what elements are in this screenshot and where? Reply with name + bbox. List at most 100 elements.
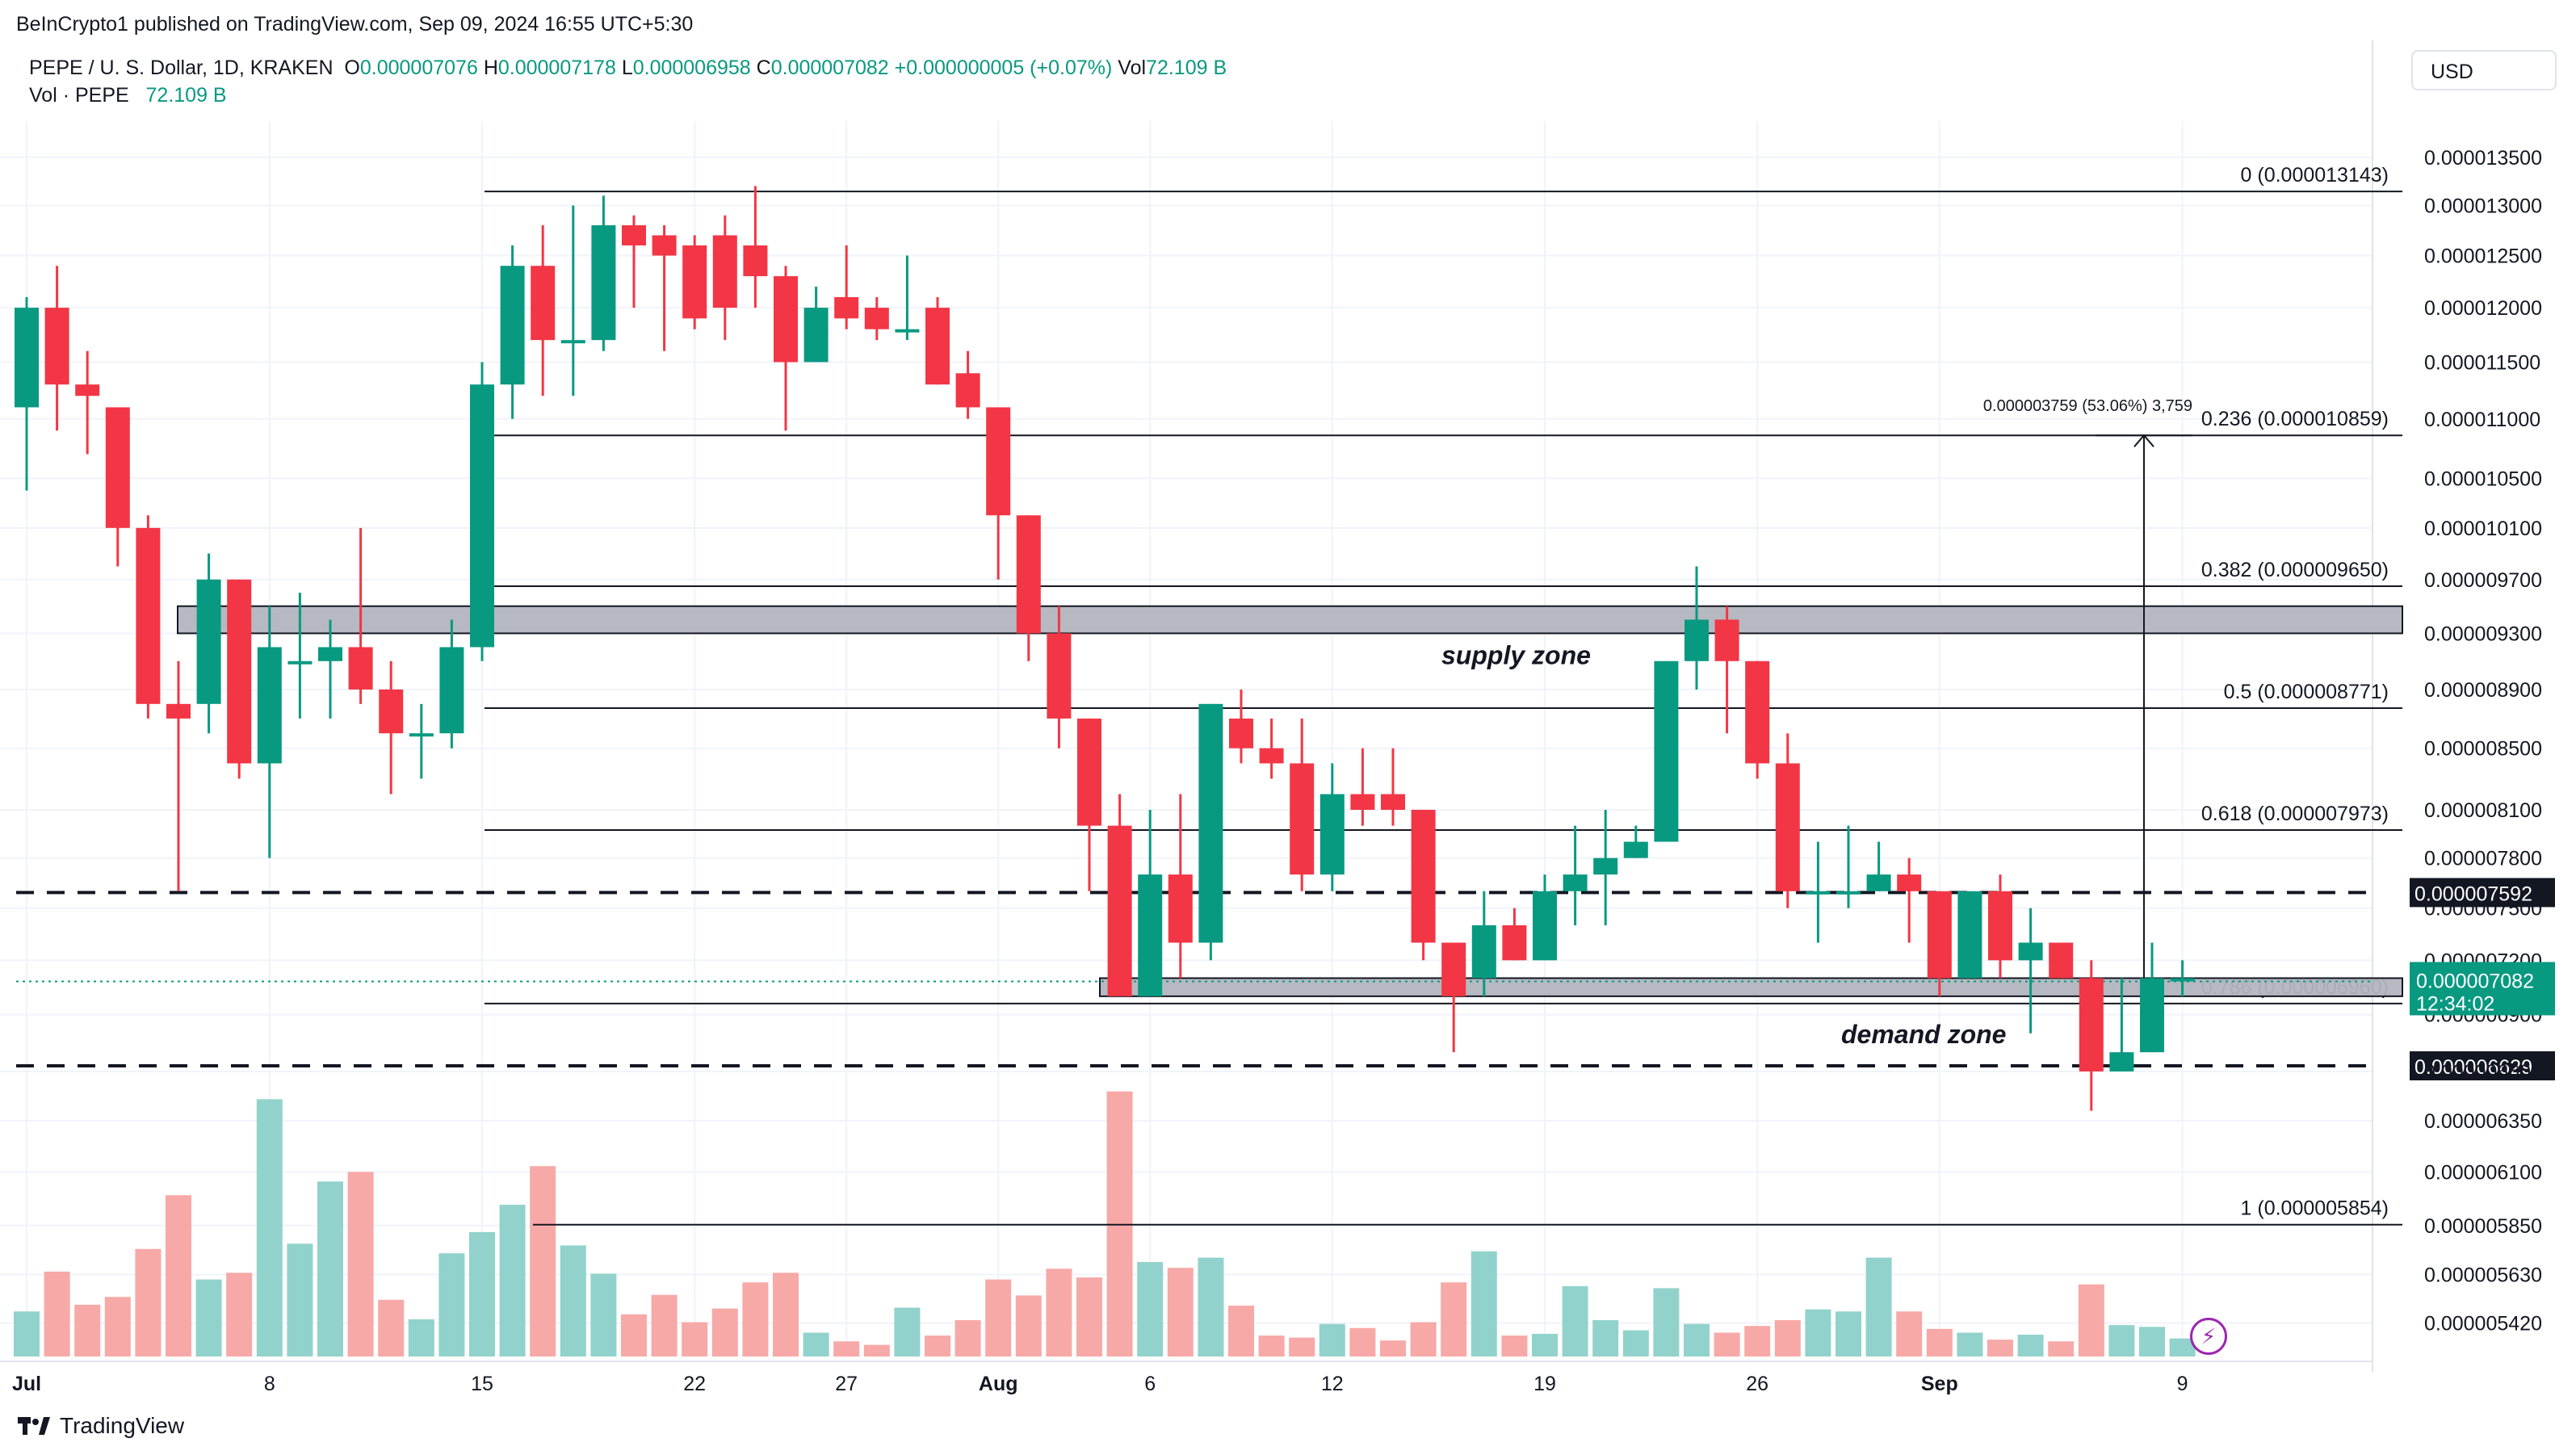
candle-body: [986, 407, 1011, 516]
candle-body: [166, 703, 191, 719]
candle-body: [531, 266, 556, 341]
volume-bar: [1926, 1328, 1953, 1356]
candle-body: [1259, 748, 1284, 764]
volume-bar: [1076, 1277, 1102, 1356]
volume-bar: [1532, 1333, 1558, 1356]
price-tick-label: 0.000007500: [2424, 898, 2542, 920]
candle-body: [803, 308, 829, 363]
volume-bar: [742, 1282, 769, 1356]
volume-bar: [1137, 1262, 1164, 1356]
price-tick-label: 0.000008500: [2424, 738, 2542, 761]
candle-body: [379, 689, 404, 734]
lightning-icon[interactable]: ⚡: [2190, 1318, 2227, 1355]
candle-body: [743, 245, 768, 277]
time-tick-label: 22: [683, 1373, 706, 1395]
volume-bar: [530, 1166, 556, 1356]
volume-bar: [44, 1271, 70, 1356]
candle-body: [1745, 660, 1770, 764]
volume-bar: [803, 1332, 829, 1356]
close-label: C: [756, 57, 771, 79]
time-tick-label: 6: [1144, 1373, 1156, 1395]
candle-body: [712, 235, 737, 308]
candle-body: [1684, 619, 1709, 661]
volume-bar: [1410, 1322, 1437, 1356]
candle-body: [1047, 633, 1072, 719]
candle-body: [925, 308, 950, 385]
volume-bar: [1319, 1323, 1345, 1356]
volume-bar: [894, 1307, 921, 1356]
volume-bar: [14, 1311, 40, 1356]
candle-body: [1198, 703, 1223, 943]
candle-body: [1988, 891, 2012, 961]
low-label: L: [621, 57, 633, 79]
volume-bar: [925, 1335, 950, 1356]
candle-body: [257, 647, 282, 764]
price-tick-label: 0.000012500: [2424, 245, 2542, 268]
open-label: O: [344, 57, 360, 79]
brand-name: TradingView: [60, 1413, 185, 1438]
volume-bar: [166, 1195, 191, 1356]
tradingview-logo-icon: [18, 1417, 50, 1435]
volume-bar: [195, 1279, 222, 1356]
fib-level-label: 0.618 (0.000007973): [2201, 803, 2389, 825]
currency-selector[interactable]: USD: [2411, 50, 2557, 90]
volume-series-label[interactable]: Vol · PEPE: [29, 84, 129, 107]
price-tick-label: 0.000005420: [2424, 1313, 2542, 1335]
fib-level-label: 1 (0.000005854): [2241, 1197, 2389, 1220]
volume-bar: [1744, 1326, 1771, 1356]
volume-bar: [256, 1099, 283, 1356]
volume-bar: [1046, 1268, 1072, 1356]
volume-bar: [1957, 1332, 1983, 1356]
candle-body: [1077, 718, 1101, 826]
zone-rect: [177, 605, 2403, 635]
candle-body: [1107, 825, 1132, 996]
fib-level-label: 0.236 (0.000010859): [2201, 408, 2389, 430]
candle-body: [955, 373, 980, 408]
candle-body: [1806, 891, 1831, 895]
price-tick-label: 0.000005630: [2424, 1264, 2542, 1286]
candle-body: [439, 647, 464, 734]
candle-body: [1654, 660, 1679, 842]
candle-body: [1957, 891, 1982, 979]
candle-body: [227, 579, 252, 764]
volume-label: Vol: [1118, 57, 1147, 79]
volume-series-value: 72.109 B: [145, 84, 227, 107]
candle-body: [682, 245, 707, 319]
volume-bar: [1987, 1340, 2013, 1356]
time-tick-label: 9: [2177, 1373, 2188, 1395]
volume-bar: [590, 1273, 617, 1356]
candle-body: [1563, 874, 1588, 891]
candle-body: [1229, 718, 1253, 748]
price-tick-label: 0.000005850: [2424, 1215, 2542, 1238]
candle-body: [1502, 925, 1527, 961]
zone-label: demand zone: [1841, 1020, 2006, 1049]
price-tick-label: 0.000013000: [2424, 195, 2542, 217]
volume-bar: [711, 1308, 738, 1356]
candle-body: [622, 225, 646, 245]
candle-body: [864, 308, 889, 329]
candle-body: [348, 647, 373, 690]
volume-bar: [1562, 1285, 1588, 1356]
candles: [15, 186, 2195, 1111]
open-value: 0.000007076: [359, 57, 478, 79]
time-tick-label: 26: [1746, 1373, 1768, 1395]
candle-body: [136, 527, 161, 704]
symbol-label[interactable]: PEPE / U. S. Dollar, 1D, KRAKEN: [29, 57, 334, 79]
time-axis: Jul 8 15 22 27 Aug 6 12 19 26 Sep 9: [12, 1373, 2188, 1395]
measure-label: 0.000003759 (53.06%) 3,759: [1983, 397, 2192, 415]
close-value: 0.000007082: [770, 57, 889, 79]
price-tick-label: 0.000011500: [2424, 351, 2540, 374]
candle-body: [1016, 515, 1041, 634]
volume-bar: [74, 1304, 101, 1356]
candle-body: [652, 235, 677, 256]
candle-body: [1471, 925, 1496, 979]
volume-bar: [1836, 1311, 1861, 1356]
price-tick-label: 0.000008900: [2424, 679, 2542, 702]
level-tag: 0.000006629: [2414, 1056, 2532, 1079]
price-tick-label: 0.000010100: [2424, 518, 2542, 540]
volume-bar: [2048, 1341, 2075, 1356]
volume-bar: [1653, 1288, 1680, 1356]
low-value: 0.000006958: [632, 57, 751, 79]
price-tick-label: 0.000009700: [2424, 569, 2542, 592]
